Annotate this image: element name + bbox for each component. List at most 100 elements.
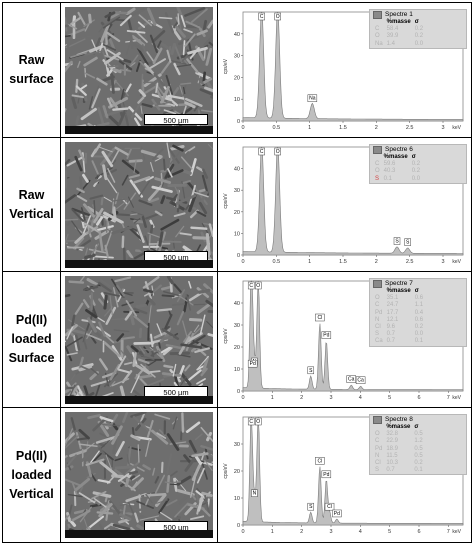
- element-symbol: Pd: [375, 445, 383, 452]
- eds-spectrum: 0 1 2 3 4 5 6 7 keV 0 10 20 30 cps/eV C O N Cl Pd S Cl Pd Spe…: [221, 411, 469, 539]
- svg-text:Pd: Pd: [323, 333, 329, 339]
- eds-spectrum: 0 0.5 1 1.5 2 2.5 3 keV 0 10 20 30 40 cps/eV C O S S Spec…: [221, 141, 469, 269]
- svg-text:C: C: [249, 419, 253, 425]
- element-symbol: Ca: [375, 338, 383, 345]
- x-tick-label: 1.5: [339, 125, 347, 131]
- x-tick-label: 0.5: [273, 125, 281, 131]
- sigma-value: 0.2: [414, 26, 424, 33]
- y-tick-label: 20: [234, 210, 240, 216]
- peak-label: S: [307, 502, 315, 511]
- sigma-value: 0.2: [414, 33, 424, 40]
- x-tick-label: 0: [241, 125, 244, 131]
- svg-text:C: C: [260, 14, 264, 20]
- column-divider: [217, 272, 218, 407]
- svg-text:C: C: [260, 149, 264, 155]
- sigma-value: 0.6: [414, 295, 424, 302]
- x-tick-label: 2: [375, 125, 378, 131]
- svg-text:Cl: Cl: [327, 504, 332, 510]
- mass-percent: 9.6: [386, 324, 396, 331]
- element-symbol: C: [375, 302, 380, 309]
- x-tick-label: 4: [359, 529, 362, 535]
- spectrum-area: [242, 11, 464, 122]
- y-tick-label: 40: [234, 301, 240, 307]
- sem-texture: [65, 142, 213, 268]
- svg-text:C: C: [249, 283, 253, 289]
- sem-image: 500 µm: [65, 7, 213, 134]
- mass-percent: 58.4: [386, 26, 399, 33]
- spectrum-legend: Spectre 1 %masse σ C 58.4 0.2 O 39.9 0.2 Na 1.4 0…: [369, 9, 467, 49]
- col-sigma: σ: [414, 424, 419, 430]
- sigma-value: 0.4: [414, 309, 424, 316]
- svg-text:O: O: [256, 419, 260, 425]
- sigma-value: 0.5: [414, 452, 423, 459]
- peak-label: O: [274, 147, 281, 156]
- sigma-value: 1.2: [414, 438, 423, 445]
- composition-row: N 12.1 0.6: [373, 317, 425, 324]
- element-symbol: Cl: [375, 460, 381, 467]
- x-tick-label: 4: [359, 395, 362, 401]
- sigma-value: 0.1: [414, 338, 424, 345]
- composition-table: %masse σ O 32.8 0.5 C 22.9 1.2 Pd 18.9 0.5 N 11.5 0.…: [373, 424, 425, 474]
- y-tick-label: 0: [237, 389, 240, 395]
- element-symbol: O: [375, 33, 380, 40]
- x-axis-label: keV: [452, 125, 461, 131]
- legend-title: Spectre 6: [385, 146, 413, 153]
- sigma-value: 0.2: [411, 161, 421, 168]
- composition-row: Cl 9.6 0.2: [373, 324, 425, 331]
- mass-percent: 12.1: [386, 316, 399, 323]
- y-tick-label: 0: [237, 523, 240, 529]
- legend-swatch: [373, 146, 382, 154]
- col-sigma: σ: [414, 288, 419, 294]
- column-divider: [217, 138, 218, 271]
- sigma-value: 0.0: [411, 175, 421, 182]
- peak-label: Na: [307, 94, 318, 102]
- composition-row: O 39.9 0.2: [373, 33, 425, 40]
- peak-label: Cl: [315, 313, 325, 322]
- x-tick-label: 5: [388, 529, 391, 535]
- x-tick-label: 5: [388, 395, 391, 401]
- svg-text:S: S: [309, 504, 313, 510]
- x-tick-label: 1: [271, 395, 274, 401]
- y-tick-label: 0: [237, 119, 240, 125]
- sem-image: 500 µm: [65, 412, 213, 538]
- col-sigma: σ: [411, 154, 416, 160]
- composition-row: C 59.6 0.2: [373, 161, 422, 168]
- y-tick-label: 40: [234, 167, 240, 173]
- peak-label: N: [251, 489, 258, 497]
- spectrum-legend: Spectre 6 %masse σ C 59.6 0.2 O 40.3 0.2 S 0.1 0.…: [369, 144, 467, 184]
- x-tick-label: 1: [308, 125, 311, 131]
- peak-label: O: [255, 417, 262, 426]
- x-tick-label: 2.5: [406, 125, 414, 131]
- x-tick-label: 1.5: [339, 259, 347, 265]
- y-tick-label: 20: [234, 469, 240, 475]
- y-tick-label: 10: [234, 97, 240, 103]
- spectrum-area: [242, 146, 464, 256]
- peak-label: O: [255, 281, 262, 290]
- sem-texture: [65, 276, 213, 404]
- row-label: Pd(II) loaded Surface: [3, 272, 61, 407]
- x-tick-label: 1: [308, 259, 311, 265]
- y-axis-label: cps/eV: [223, 463, 229, 479]
- y-tick-label: 40: [234, 32, 240, 38]
- mass-percent: 39.9: [386, 33, 399, 40]
- y-tick-label: 30: [234, 54, 240, 60]
- x-axis-label: keV: [452, 259, 461, 265]
- svg-text:Cl: Cl: [317, 315, 322, 321]
- y-axis-label: cps/eV: [223, 328, 229, 344]
- row-raw-vertical: Raw Vertical 500 µm 0 0.5 1 1.5 2 2.5 3 keV 0 10 2…: [3, 138, 471, 272]
- composition-row: N 11.5 0.5: [373, 453, 425, 460]
- x-tick-label: 6: [417, 395, 420, 401]
- x-tick-label: 0.5: [273, 259, 281, 265]
- element-symbol: Pd: [375, 309, 383, 316]
- y-tick-label: 10: [234, 496, 240, 502]
- legend-swatch: [373, 11, 382, 19]
- x-tick-label: 3: [329, 529, 332, 535]
- x-axis-label: keV: [452, 395, 461, 401]
- sigma-value: 0.2: [414, 324, 424, 331]
- y-tick-label: 20: [234, 345, 240, 351]
- mass-percent: 35.1: [386, 295, 399, 302]
- svg-text:Ca: Ca: [357, 378, 364, 384]
- composition-row: O 35.1 0.6: [373, 295, 425, 302]
- composition-row: Cl 10.3 0.2: [373, 460, 425, 467]
